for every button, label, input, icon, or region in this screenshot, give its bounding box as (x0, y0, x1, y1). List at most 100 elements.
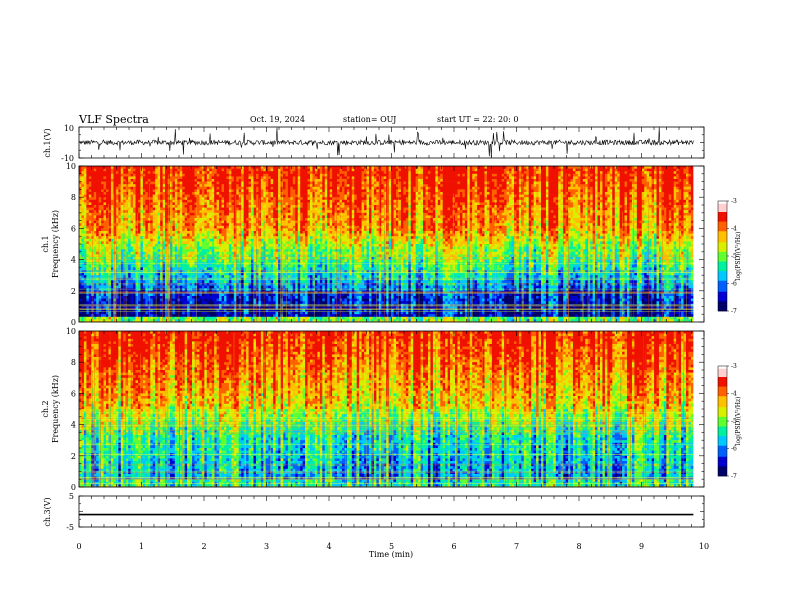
spectrogram-cell (231, 218, 235, 221)
spectrogram-cell (565, 192, 569, 195)
spectrogram-cell (263, 194, 267, 198)
spectrogram-cell (346, 179, 353, 182)
spectrogram-cell (103, 205, 112, 208)
spectrogram-cell (688, 179, 694, 182)
spectrogram-cell (79, 173, 85, 177)
spectrogram-cell (81, 202, 85, 206)
spectrogram-cell (423, 205, 429, 208)
spectrogram-cell (383, 215, 387, 219)
spectrogram-cell (381, 212, 385, 216)
spectrogram-cell (324, 215, 328, 219)
spectrogram-cell (115, 194, 119, 198)
spectrogram-cell (636, 220, 640, 224)
spectrogram-cell (329, 220, 333, 224)
spectrogram-cell (585, 231, 589, 234)
spectrogram-cell (179, 171, 183, 175)
spectrogram-cell (273, 238, 276, 242)
spectrogram-cell (211, 199, 215, 203)
spectrogram-cell (98, 231, 104, 234)
spectrogram-cell (403, 192, 407, 195)
spectrogram-cell (312, 176, 318, 180)
spectrogram-cell (354, 231, 357, 234)
spectrogram-cell (221, 186, 225, 190)
spectrogram-cell (585, 192, 589, 195)
spectrogram-cell (79, 205, 82, 208)
spectrogram-cell (120, 189, 126, 193)
spectrogram-cell (381, 231, 385, 234)
spectrogram-cell (513, 184, 520, 188)
spectrogram-cell (654, 186, 657, 190)
spectrogram-cell (624, 223, 628, 227)
spectrogram-cell (617, 231, 620, 234)
spectrogram-cell (140, 179, 144, 182)
spectrogram-cell (681, 179, 684, 182)
spectrogram-cell (612, 184, 616, 188)
spectrogram-cell (423, 228, 426, 232)
spectrogram-cell (216, 233, 220, 237)
spectrogram-cell (506, 218, 515, 221)
spectrogram-cell (686, 197, 689, 201)
spectrogram-cell (201, 228, 205, 232)
spectrogram-cell (155, 207, 158, 211)
spectrogram-cell (668, 236, 672, 240)
spectrogram-cell (209, 231, 213, 234)
spectrogram-cell (627, 231, 630, 234)
spectrogram-cell (528, 166, 534, 169)
spectrogram-cell (376, 186, 385, 190)
spectrogram-cell (263, 166, 267, 169)
spectrogram-cell (614, 184, 618, 188)
spectrogram-cell (467, 179, 471, 182)
spectrogram-cell (182, 207, 188, 211)
spectrogram-cell (408, 223, 412, 227)
spectrogram-cell (486, 220, 490, 224)
spectrogram-cell (393, 223, 397, 227)
spectrogram-cell (619, 205, 623, 208)
spectrogram-cell (479, 192, 483, 195)
spectrogram-cell (420, 194, 424, 198)
spectrogram-cell (160, 197, 163, 201)
spectrogram-cell (595, 236, 598, 240)
spectrogram-cell (199, 233, 203, 237)
spectrogram-cell (575, 184, 579, 188)
spectrogram-cell (681, 192, 684, 195)
spectrogram-cell (162, 220, 166, 224)
spectrogram-cell (155, 176, 158, 180)
spectrogram-cell (636, 181, 643, 185)
spectrogram-cell (79, 194, 85, 198)
spectrogram-cell (285, 207, 291, 211)
spectrogram-cell (251, 225, 254, 229)
spectrogram-cell (511, 168, 515, 172)
spectrogram-cell (265, 225, 269, 229)
spectrogram-cell (666, 218, 670, 221)
spectrogram-cell (253, 179, 262, 182)
spectrogram-cell (592, 179, 596, 182)
spectrogram-cell (646, 176, 652, 180)
spectrogram-cell (118, 210, 122, 214)
spectrogram-cell (174, 202, 178, 206)
spectrogram-cell (236, 210, 242, 214)
spectrogram-cell (373, 207, 377, 211)
spectrogram-cell (548, 197, 554, 201)
spectrogram-cell (231, 228, 235, 232)
spectrogram-cell (425, 186, 429, 190)
spectrogram-cell (93, 225, 97, 229)
spectrogram-cell (194, 194, 200, 198)
spectrogram-cell (251, 238, 254, 242)
spectrogram-cell (425, 176, 429, 180)
spectrogram-cell (221, 218, 227, 221)
spectrogram-cell (646, 231, 650, 234)
spectrogram-cell (285, 202, 289, 206)
spectrogram-cell (305, 228, 308, 232)
spectrogram-cell (255, 186, 259, 190)
spectrogram-cell (341, 225, 345, 229)
spectrogram-cell (201, 207, 205, 211)
spectrogram-cell (145, 202, 151, 206)
spectrogram-cell (128, 192, 134, 195)
spectrogram-cell (317, 194, 321, 198)
spectrogram-cell (410, 223, 414, 227)
spectrogram-cell (381, 233, 387, 237)
spectrogram-cell (484, 223, 490, 227)
spectrogram-cell (489, 225, 500, 229)
spectrogram-cell (585, 223, 589, 227)
spectrogram-cell (201, 166, 205, 169)
